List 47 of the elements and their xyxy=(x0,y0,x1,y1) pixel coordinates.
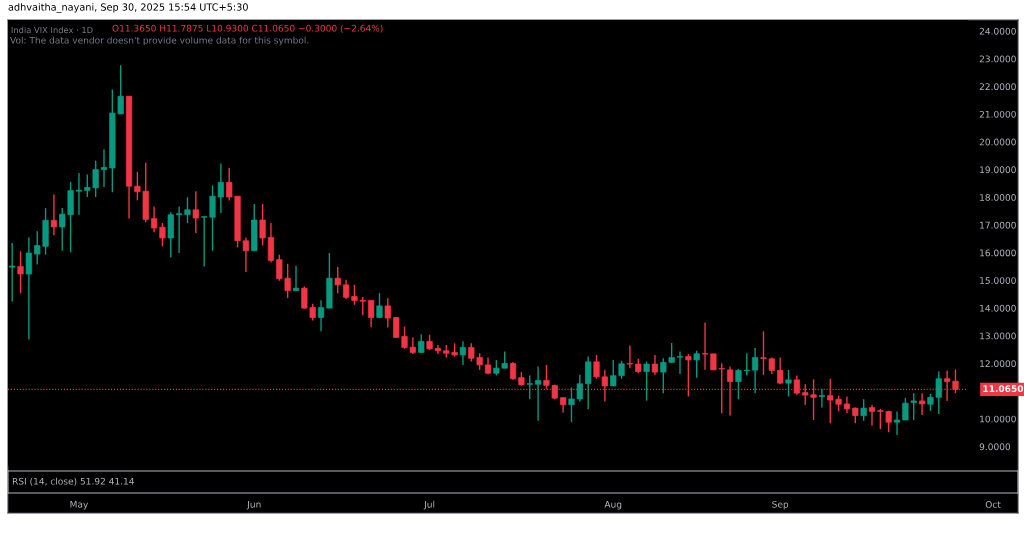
chart-subtitle: adhvaitha_nayani, Sep 30, 2025 15:54 UTC+5:30 xyxy=(8,3,248,13)
y-tick-label: 13.0000 xyxy=(980,332,1016,340)
candlestick xyxy=(693,350,700,379)
candlestick xyxy=(701,321,709,371)
y-tick-label: 21.0000 xyxy=(979,110,1016,118)
ref-line-label: 11.0650 xyxy=(983,385,1024,393)
candlestick xyxy=(860,398,867,422)
y-tick-label: 15.0000 xyxy=(980,277,1016,284)
y-tick-label: 14.0000 xyxy=(980,304,1016,312)
candlestick xyxy=(526,374,533,400)
candlestick xyxy=(326,252,333,309)
y-tick-label: 12.0000 xyxy=(980,360,1016,368)
candlestick xyxy=(259,203,266,247)
annotation: Vol: The data vendor doesn't provide volume data for this symbol. xyxy=(10,36,309,46)
candlestick xyxy=(418,333,425,354)
candlestick xyxy=(9,242,16,303)
y-tick-label: 22.0000 xyxy=(979,83,1016,91)
candlestick xyxy=(192,190,199,234)
y-tick-label: 20.0000 xyxy=(979,138,1016,146)
y-tick-label: 24.0000 xyxy=(979,27,1016,35)
candlestick xyxy=(334,266,341,294)
candlestick xyxy=(75,172,83,216)
candlestick xyxy=(17,250,24,294)
candlestick xyxy=(643,360,650,402)
y-tick-label: 23.0000 xyxy=(979,55,1016,63)
x-tick-label: May xyxy=(70,501,89,510)
candlestick xyxy=(676,350,684,375)
y-tick-label: 9.0000 xyxy=(979,443,1011,451)
text: Oct xyxy=(985,501,1001,508)
text: RSI (14, close) 51.92 41.14 xyxy=(12,477,135,486)
x-tick-label: Jun xyxy=(246,501,261,510)
candlestick xyxy=(167,211,174,259)
x-tick-label: Sep xyxy=(772,500,789,510)
y-tick-label: 10.0000 xyxy=(980,415,1016,423)
candlestick xyxy=(626,344,634,369)
x-tick-label: Aug xyxy=(604,501,622,510)
x-tick-label: Jul xyxy=(423,500,435,510)
candlestick xyxy=(251,203,258,252)
y-tick-label: 16.0000 xyxy=(980,249,1016,257)
y-tick-label: 19.0000 xyxy=(980,166,1016,174)
annotation: O11.3650 H11.7875 L10.9300 C11.0650 −0.3000 (−2.64%) xyxy=(112,24,383,33)
candlestick xyxy=(376,292,383,319)
y-tick-label: 18.0000 xyxy=(980,194,1016,201)
candlestick xyxy=(785,369,792,398)
text: India VIX Index · 1D xyxy=(11,26,93,34)
y-tick-label: 17.0000 xyxy=(980,221,1016,229)
candlestick xyxy=(159,222,166,248)
